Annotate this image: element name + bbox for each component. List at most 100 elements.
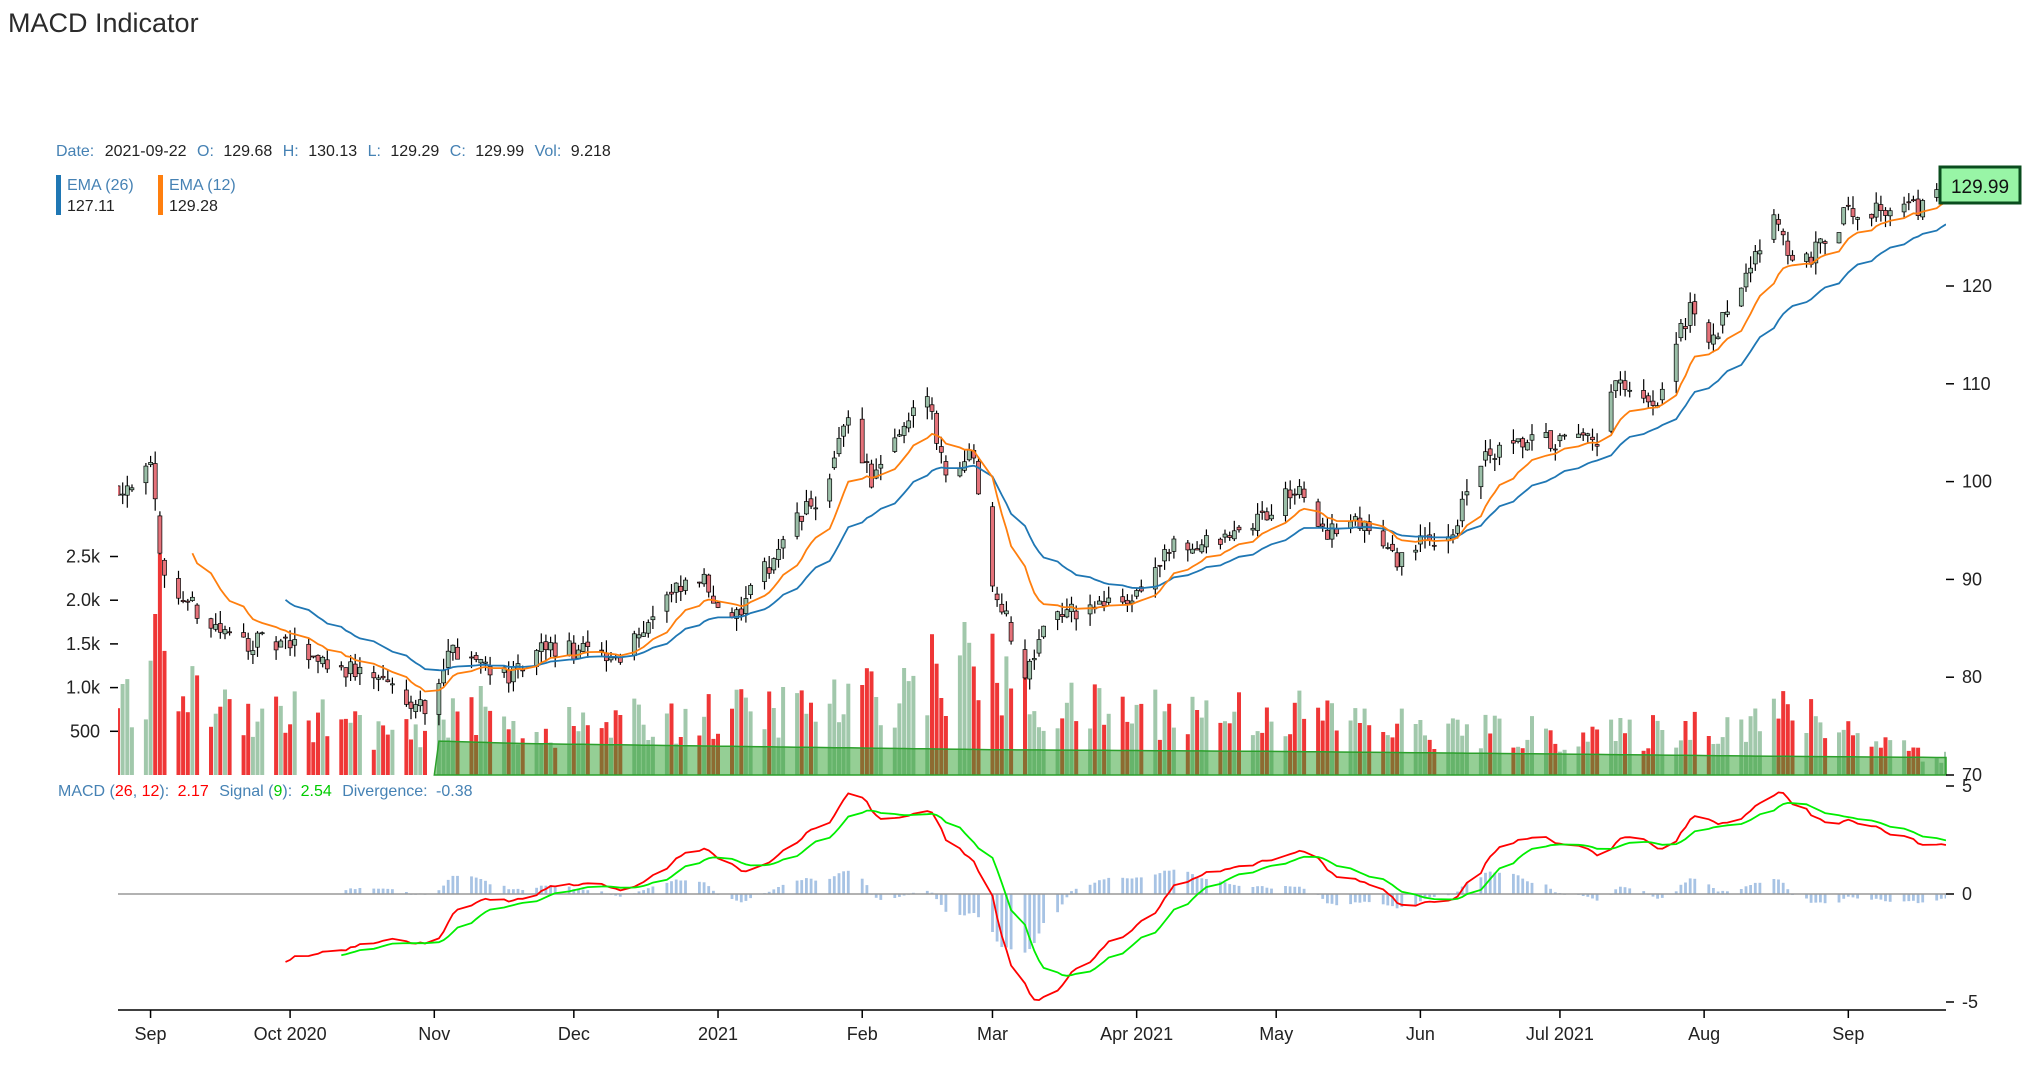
volume-bar <box>316 712 320 775</box>
volume-bar <box>260 708 265 775</box>
volume-bar <box>1544 728 1548 775</box>
x-tick-label: Mar <box>977 1024 1008 1044</box>
divergence-bar <box>925 890 929 894</box>
candlestick <box>1478 465 1484 499</box>
candlestick <box>1445 524 1451 554</box>
divergence-bar <box>846 870 850 894</box>
candlestick <box>338 661 344 671</box>
candlestick <box>1576 424 1581 438</box>
divergence-bar <box>1521 878 1525 894</box>
candlestick <box>1497 442 1502 466</box>
volume-bar <box>1120 696 1125 775</box>
volume-bar <box>613 710 618 775</box>
divergence-bar <box>1363 894 1366 902</box>
volume-bar <box>227 699 232 775</box>
candlestick <box>1004 601 1009 617</box>
candlestick <box>1483 440 1488 467</box>
divergence-bar <box>1005 894 1008 948</box>
candlestick <box>548 636 553 659</box>
volume-average-area <box>433 740 1947 776</box>
divergence-bar <box>507 889 511 894</box>
divergence-bar <box>795 880 799 894</box>
candlestick <box>1152 557 1158 598</box>
candlestick <box>417 690 423 712</box>
volume-bar <box>1418 720 1423 775</box>
candlestick <box>1097 596 1102 605</box>
divergence-bar <box>377 888 380 894</box>
candlestick <box>292 627 298 657</box>
divergence-bar <box>502 885 506 894</box>
divergence-bar <box>1591 894 1594 899</box>
volume-bar <box>930 634 934 775</box>
divergence-bar <box>781 884 785 894</box>
volume-bar <box>185 712 190 775</box>
x-tick-label: 2021 <box>698 1024 738 1044</box>
divergence-bar <box>1479 877 1483 894</box>
divergence-bar <box>1088 884 1092 894</box>
volume-bar <box>1302 718 1307 775</box>
volume-bar <box>795 693 800 775</box>
volume-bar <box>390 729 395 775</box>
divergence-bar <box>1823 894 1827 904</box>
volume-bar <box>799 690 804 775</box>
candlestick <box>208 617 214 638</box>
price-tick-label: 80 <box>1962 667 1982 687</box>
candlestick <box>1915 189 1921 220</box>
volume-bar <box>1064 702 1069 775</box>
divergence-bar <box>1284 886 1287 894</box>
divergence-bar <box>730 894 734 899</box>
divergence-bar <box>739 894 743 903</box>
candlestick <box>1287 480 1293 509</box>
volume-bar <box>1692 711 1697 775</box>
divergence-bar <box>842 871 845 894</box>
divergence-bar <box>1739 889 1743 894</box>
candlestick <box>352 653 358 681</box>
volume-bar <box>1134 704 1139 775</box>
divergence-bar <box>1805 894 1808 899</box>
candlestick <box>1087 594 1093 626</box>
candlestick <box>320 655 326 668</box>
candlestick <box>1878 195 1884 222</box>
candlestick <box>255 631 260 657</box>
divergence-bar <box>1456 891 1459 894</box>
candlestick <box>1320 517 1326 532</box>
divergence-bar <box>972 894 976 913</box>
divergence-bar <box>991 894 994 932</box>
macd-line <box>285 791 1946 1002</box>
volume-bar <box>250 736 255 775</box>
divergence-bar <box>1195 876 1199 894</box>
volume-bar <box>804 713 809 775</box>
volume-bar <box>864 668 869 775</box>
candlestick <box>1869 213 1874 227</box>
volume-bar <box>478 686 483 775</box>
divergence-bar <box>539 885 543 894</box>
divergence-bar <box>1163 870 1166 894</box>
candlestick <box>1036 629 1042 657</box>
candlestick <box>194 603 200 624</box>
divergence-bar <box>1749 885 1752 894</box>
divergence-bar <box>1786 889 1790 894</box>
volume-bar <box>925 715 930 775</box>
candlestick <box>408 695 414 720</box>
candlestick <box>664 591 670 623</box>
divergence-bar <box>516 888 520 894</box>
divergence-bar <box>1493 872 1497 894</box>
divergence-bar <box>1744 886 1748 894</box>
candlestick <box>1348 514 1353 534</box>
divergence-bar <box>1037 894 1041 934</box>
divergence-bar <box>1167 870 1171 894</box>
volume-bar <box>734 689 739 775</box>
volume-bar <box>1590 726 1595 775</box>
x-tick-label: Apr 2021 <box>1100 1024 1173 1044</box>
divergence-bar <box>651 886 655 894</box>
divergence-bar <box>977 894 980 918</box>
volume-bar <box>255 721 260 775</box>
candlestick <box>1641 379 1646 404</box>
volume-bar <box>846 683 851 775</box>
divergence-bar <box>698 881 701 894</box>
candlestick <box>1752 245 1758 271</box>
volume-bar <box>1748 716 1753 775</box>
volume-bar <box>283 732 288 775</box>
divergence-bar <box>512 889 515 894</box>
